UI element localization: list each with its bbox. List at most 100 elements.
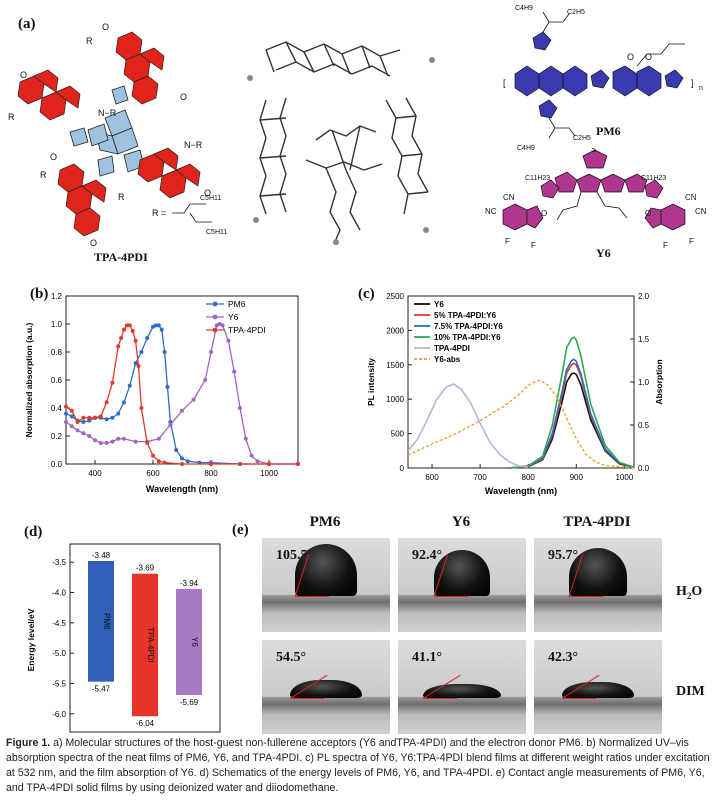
svg-text:F: F bbox=[689, 237, 694, 246]
legend-entry: 10% TPA-4PDI:Y6 bbox=[434, 333, 501, 342]
y6-structure: S NC CN CN CN F F F F O O C11H23 C11H23 bbox=[485, 148, 707, 250]
data-point bbox=[249, 453, 254, 458]
svg-text:C2H5: C2H5 bbox=[573, 135, 591, 142]
svg-text:C5H11: C5H11 bbox=[200, 195, 221, 202]
data-point bbox=[87, 415, 92, 420]
homo-label: -5.69 bbox=[180, 698, 199, 707]
data-point bbox=[238, 462, 242, 466]
svg-text:O: O bbox=[180, 92, 187, 102]
data-point bbox=[110, 415, 115, 420]
droplet bbox=[423, 684, 501, 698]
contact-angle-photo: 95.7° bbox=[534, 538, 662, 632]
data-point bbox=[162, 460, 167, 465]
legend-marker bbox=[212, 327, 218, 333]
svg-text:F: F bbox=[505, 237, 510, 246]
data-point bbox=[165, 385, 170, 389]
data-point bbox=[209, 350, 213, 354]
y2-tick-label: 0.0 bbox=[638, 464, 650, 473]
legend-entry: TPA-4PDI bbox=[434, 344, 470, 353]
y6-label: Y6 bbox=[596, 246, 611, 260]
y-tick-label: -6.0 bbox=[52, 710, 66, 719]
data-point bbox=[139, 350, 144, 354]
data-point bbox=[156, 323, 161, 328]
y-tick-label: 2500 bbox=[386, 292, 404, 301]
data-point bbox=[69, 414, 74, 419]
x-axis-label: Wavelength (nm) bbox=[485, 486, 557, 496]
plot-frame bbox=[65, 295, 299, 465]
legend-marker bbox=[212, 314, 218, 320]
svg-text:N−R: N−R bbox=[184, 140, 203, 150]
data-point bbox=[255, 459, 260, 464]
data-point bbox=[139, 406, 144, 410]
data-point bbox=[93, 438, 97, 443]
data-point bbox=[64, 420, 68, 424]
data-point bbox=[168, 422, 173, 427]
data-point bbox=[75, 420, 80, 424]
legend-entry: TPA-4PDI bbox=[228, 325, 266, 335]
data-point bbox=[122, 327, 126, 332]
plot-frame bbox=[69, 543, 221, 733]
droplet bbox=[434, 550, 490, 596]
data-point bbox=[69, 424, 74, 429]
data-point bbox=[162, 350, 167, 354]
contact-angle-photo: 54.5° bbox=[262, 640, 390, 734]
svg-text:C4H9: C4H9 bbox=[517, 145, 535, 152]
contact-angle-photo: 41.1° bbox=[398, 640, 526, 734]
y2-axis-label: Absorption bbox=[654, 359, 664, 404]
svg-text:C11H23: C11H23 bbox=[525, 175, 550, 182]
data-point bbox=[180, 408, 184, 413]
data-point bbox=[156, 459, 161, 464]
data-point bbox=[98, 441, 103, 445]
panel-label-b: (b) bbox=[30, 286, 49, 302]
bar-name-label: TPA-4PDI bbox=[146, 627, 155, 662]
svg-text:CN: CN bbox=[695, 207, 707, 216]
y-tick-label: -5.0 bbox=[52, 649, 66, 658]
bar-name-label: Y6 bbox=[190, 637, 199, 647]
svg-text:R: R bbox=[8, 112, 15, 122]
panel-label-e: (e) bbox=[232, 522, 249, 538]
svg-text:R: R bbox=[86, 36, 93, 46]
svg-text:C11H23: C11H23 bbox=[641, 175, 666, 182]
tpa-4pdi-label: TPA-4PDI bbox=[94, 250, 148, 264]
y-tick-label: -4.5 bbox=[52, 619, 66, 628]
svg-text:O: O bbox=[645, 209, 651, 218]
data-point bbox=[81, 420, 86, 424]
row-label-dim: DIM bbox=[676, 684, 705, 699]
data-point bbox=[98, 414, 103, 419]
y-axis-label: Energy level/eV bbox=[26, 608, 36, 671]
legend-marker bbox=[212, 301, 218, 307]
legend-entry: PM6 bbox=[228, 299, 246, 309]
energy-bar-y6 bbox=[176, 588, 202, 696]
pl-spectra-chart: 600 700 800 900 1000 0 500 1000 1500 2000 2500 0.0 0… bbox=[366, 292, 664, 496]
data-point bbox=[238, 406, 242, 410]
homo-label: -5.47 bbox=[92, 685, 111, 694]
x-tick-label: 600 bbox=[425, 473, 439, 482]
data-point bbox=[153, 323, 158, 328]
x-tick-label: 400 bbox=[88, 469, 102, 478]
baseline-line bbox=[295, 596, 329, 597]
data-point bbox=[151, 453, 155, 458]
tpa-4pdi-3d-structure bbox=[247, 41, 435, 245]
y-tick-label: 0 bbox=[400, 464, 405, 473]
data-point bbox=[180, 462, 184, 466]
y-tick-label: 2000 bbox=[386, 326, 404, 335]
data-point bbox=[133, 439, 138, 444]
data-point bbox=[156, 436, 161, 441]
y-tick-label: 0.2 bbox=[51, 432, 63, 441]
svg-text:CN: CN bbox=[685, 193, 697, 202]
x-axis-label: Wavelength (nm) bbox=[146, 484, 218, 494]
panel-label-d: (d) bbox=[24, 524, 43, 540]
tpa-4pdi-structure: ROO RON−R ORO N−RR O R = C5H11 C5H11 bbox=[8, 22, 227, 248]
data-point bbox=[203, 378, 208, 382]
data-point bbox=[133, 338, 138, 343]
svg-text:C2H5: C2H5 bbox=[567, 9, 585, 16]
data-point bbox=[133, 361, 138, 366]
series-line bbox=[508, 362, 635, 469]
droplet bbox=[569, 548, 627, 596]
y-axis-label: PL intensity bbox=[366, 358, 376, 406]
baseline-line bbox=[562, 698, 596, 699]
lumo-label: -3.94 bbox=[180, 579, 199, 588]
svg-text:R: R bbox=[40, 170, 47, 180]
col-head-tpa-4pdi: TPA-4PDI bbox=[563, 514, 631, 530]
svg-text:O: O bbox=[20, 70, 27, 80]
